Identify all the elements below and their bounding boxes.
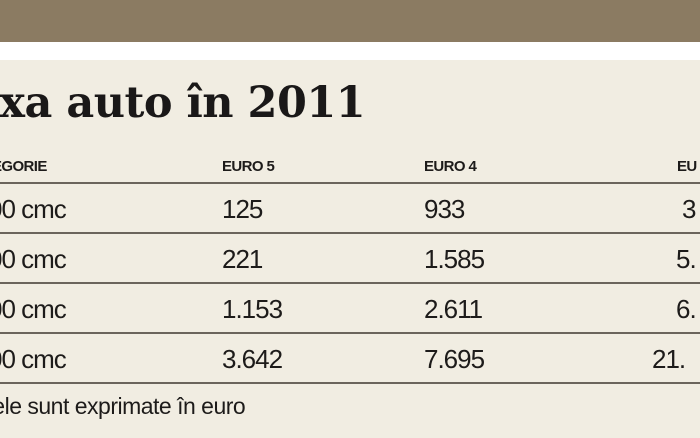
cell-category: 00 cmc — [0, 194, 67, 224]
cell-euro4: 7.695 — [424, 344, 485, 374]
header-euro4: EURO 4 — [424, 158, 477, 175]
cell-category: 00 cmc — [0, 344, 67, 374]
cell-euro5: 3.642 — [222, 344, 283, 374]
separator-strip — [0, 42, 700, 60]
table-row: 00 cmc 221 1.585 5. — [0, 234, 700, 284]
cell-euro3: 3 — [682, 194, 697, 224]
header-rule — [0, 182, 700, 184]
header-euro5: EURO 5 — [222, 158, 275, 175]
footnote: nele sunt exprimate în euro — [0, 393, 246, 419]
header-category: EGORIE — [0, 158, 47, 175]
cell-euro5: 125 — [222, 194, 263, 224]
header-euro3: EU — [677, 158, 697, 175]
cell-euro3: 6. — [676, 294, 697, 324]
cell-euro3: 5. — [676, 244, 697, 274]
cell-category: 00 cmc — [0, 294, 67, 324]
table-row: 00 cmc 1.153 2.611 6. — [0, 284, 700, 334]
cell-category: 00 cmc — [0, 244, 67, 274]
table-title: axa auto în 2011 — [0, 78, 366, 128]
top-banner — [0, 0, 700, 42]
cell-euro5: 1.153 — [222, 294, 283, 324]
cell-euro4: 1.585 — [424, 244, 485, 274]
cell-euro5: 221 — [222, 244, 263, 274]
article-panel — [0, 60, 700, 438]
table-row: 00 cmc 125 933 3 — [0, 184, 700, 234]
cell-euro4: 2.611 — [424, 294, 483, 324]
table-row: 00 cmc 3.642 7.695 21. — [0, 334, 700, 384]
cell-euro4: 933 — [424, 194, 465, 224]
cell-euro3: 21. — [652, 344, 686, 374]
